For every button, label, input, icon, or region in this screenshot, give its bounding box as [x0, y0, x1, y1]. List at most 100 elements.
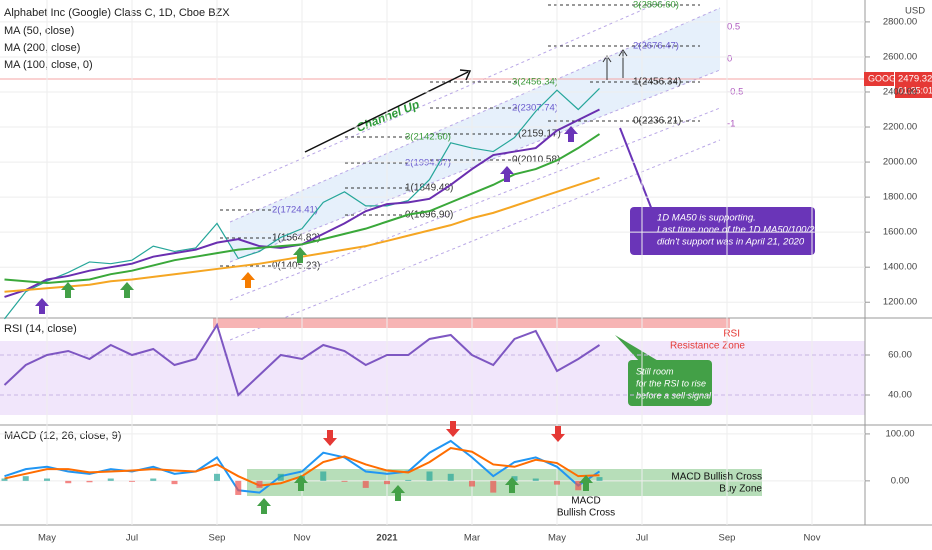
fib-label: 2(2307.74)	[512, 103, 558, 114]
channel-lines	[229, 0, 721, 341]
y-tick-label: 40.00	[888, 390, 912, 401]
histogram-bar	[341, 480, 348, 482]
histogram-bar	[405, 479, 412, 481]
y-tick-label: 2000.00	[883, 157, 917, 168]
signal-arrow	[551, 426, 565, 442]
histogram-bar	[214, 473, 220, 481]
fib-label: 3(2896.60)	[633, 0, 679, 11]
fib-label: 1(1849.48)	[405, 183, 453, 194]
series-line	[3, 322, 601, 397]
series-line	[4, 88, 600, 320]
y-tick-label: 1200.00	[883, 297, 917, 308]
histogram-bar	[86, 480, 93, 483]
chart-title: Alphabet Inc (Google) Class C, 1D, Cboe …	[4, 7, 230, 19]
signal-arrow	[35, 298, 49, 314]
histogram-bar	[596, 477, 603, 481]
callout-text: didn't support was in April 21, 2020	[657, 237, 805, 248]
fib-label: 2(1994.07)	[405, 158, 451, 169]
histogram-bar	[532, 478, 539, 481]
y-tick-label: 2400.00	[883, 86, 917, 97]
signal-arrow	[323, 430, 337, 446]
symbol: GOOG	[868, 73, 896, 83]
channel-level: 0.5	[727, 22, 740, 33]
fib-lines	[220, 4, 700, 267]
callout-box	[628, 360, 712, 406]
macd-buy-zone	[247, 469, 762, 496]
legend-entry: MA (50, close)	[4, 25, 74, 37]
histogram-bar	[447, 473, 454, 481]
histogram-bar	[171, 480, 178, 485]
y-tick-label: 60.00	[888, 350, 912, 361]
channel-level: 0	[727, 54, 732, 65]
zone-label: MACD Bullish Cross	[671, 472, 762, 483]
rsi-band	[0, 341, 865, 415]
signal-arrow	[294, 475, 308, 491]
callout-text: Last time none of the 1D MA50/100/200	[657, 225, 826, 236]
histogram-bar	[65, 480, 72, 484]
histogram-bar	[384, 480, 390, 485]
histogram-bar	[426, 471, 433, 481]
y-tick-label: 1800.00	[883, 192, 917, 203]
channel-fill	[230, 8, 720, 262]
histogram-bar	[150, 478, 157, 481]
histogram-bar	[575, 480, 582, 491]
histogram-bar	[320, 471, 327, 481]
y-tick-label: 2800.00	[883, 16, 917, 27]
x-tick-label: May	[38, 533, 56, 544]
series-line	[4, 439, 601, 494]
channel-level: -1	[727, 119, 735, 130]
histogram-bar	[235, 480, 242, 495]
signal-arrow	[564, 126, 578, 142]
last-price: 2479.32	[898, 74, 932, 85]
y-tick-label: 1600.00	[883, 227, 917, 238]
legend-entry: MA (100, close, 0)	[4, 59, 93, 71]
x-tick-label: 2021	[376, 533, 398, 544]
x-tick-label: Sep	[719, 533, 736, 544]
currency: USD	[905, 6, 925, 17]
signal-arrow	[391, 485, 405, 501]
panel-borders	[0, 0, 932, 526]
cross-label: Bullish Cross	[557, 508, 615, 519]
y-tick-label: 100.00	[885, 428, 914, 439]
histogram-bar	[129, 480, 135, 482]
fib-label: 0(1405.23)	[272, 261, 320, 272]
zone-label: Resistance Zone	[670, 341, 745, 352]
legend-entry: MA (200, close)	[4, 42, 80, 54]
fib-label: (2159.17)	[518, 129, 561, 140]
fib-label: 3(2456.34)	[512, 77, 558, 88]
x-tick-label: Jul	[126, 533, 138, 544]
callout-pointer	[615, 335, 660, 362]
target-arrows	[602, 49, 628, 80]
signal-arrow	[241, 272, 255, 288]
fib-label: 3(2142.60)	[405, 132, 451, 143]
fib-label: 2(2676.47)	[633, 41, 679, 52]
signal-arrow	[446, 421, 460, 437]
cross-label: MACD	[571, 496, 600, 507]
callout-text: Still room	[636, 366, 674, 376]
fib-label: 0(1696.90)	[405, 210, 453, 221]
y-tick-label: 1400.00	[883, 262, 917, 273]
callout-text: 1D MA50 is supporting.	[657, 213, 756, 224]
x-tick-label: Mar	[464, 533, 480, 544]
histogram-bar	[277, 473, 284, 481]
symbol-badge	[864, 72, 894, 86]
x-tick-label: Sep	[209, 533, 226, 544]
histogram-bar	[490, 480, 497, 493]
y-tick-label: 2600.00	[883, 51, 917, 62]
signal-arrow	[505, 477, 519, 493]
panel-title: MACD (12, 26, close, 9)	[4, 430, 121, 442]
histogram-bar	[1, 478, 8, 481]
fib-label: 0(2236.21)	[633, 116, 681, 127]
zone-label: Buy Zone	[719, 484, 762, 495]
histogram-bar	[469, 480, 475, 487]
series-line	[4, 133, 601, 284]
trend-arrow-head	[459, 69, 472, 81]
price-badge	[895, 72, 932, 98]
x-tick-label: Jul	[636, 533, 648, 544]
callout-pointer	[619, 127, 653, 211]
fib-label: 1(1564.82)	[272, 233, 320, 244]
y-tick-label: 0.00	[891, 475, 910, 486]
signal-arrow	[579, 475, 593, 491]
signal-arrow	[61, 282, 75, 298]
